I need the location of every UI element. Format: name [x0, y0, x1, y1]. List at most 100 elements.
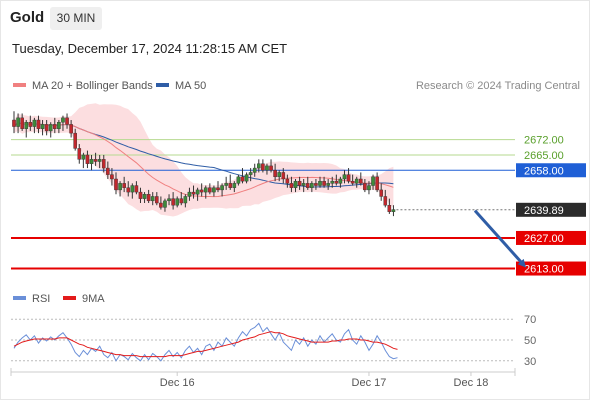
rsi-tick-label: 50 — [524, 335, 536, 347]
candle — [261, 159, 265, 173]
rsi-9ma-line — [13, 331, 398, 358]
pivot-label-box — [516, 163, 586, 178]
rsi-panel: 30 50 70 — [11, 314, 536, 368]
candle — [48, 122, 53, 138]
candle — [342, 170, 347, 184]
legend-9ma-swatch — [63, 296, 76, 301]
candle — [281, 168, 286, 184]
last-price-label: 2639.89 — [524, 205, 564, 217]
candle — [285, 174, 290, 188]
support-label-box — [516, 261, 586, 276]
candle — [391, 205, 396, 217]
candle — [330, 176, 335, 188]
candle — [379, 183, 384, 201]
rsi-tick-label: 70 — [524, 314, 536, 326]
candle — [265, 163, 269, 175]
support-label: 2613.00 — [524, 264, 564, 276]
candle — [73, 128, 77, 151]
candle — [297, 176, 302, 190]
candle — [36, 115, 41, 134]
candle — [159, 196, 163, 210]
x-tick: Dec 18 — [454, 372, 489, 389]
candle — [216, 181, 220, 193]
candle — [126, 181, 131, 197]
x-tick-label: Dec 18 — [454, 377, 489, 389]
timeframe-button[interactable]: 30 MIN — [50, 7, 102, 30]
candle — [354, 176, 359, 188]
candle — [61, 115, 65, 131]
candle — [252, 163, 257, 177]
last-price-label-box — [516, 202, 586, 217]
candle — [305, 176, 310, 190]
candle — [24, 120, 29, 138]
rsi-gridline-30: 30 — [11, 356, 536, 368]
candle — [301, 178, 306, 193]
candle — [195, 187, 200, 201]
chart-datetime: Tuesday, December 17, 2024 11:28:15 AM C… — [12, 41, 288, 56]
pivot-label: 2658.00 — [524, 165, 564, 177]
candle — [375, 172, 379, 193]
legend-ma50-label: MA 50 — [175, 80, 207, 92]
candle — [53, 117, 57, 134]
candle — [114, 172, 118, 195]
candle — [175, 196, 180, 208]
candle — [12, 111, 16, 134]
candle — [163, 198, 167, 212]
level-2613.00: 2613.00 — [11, 261, 586, 276]
candle — [32, 117, 37, 134]
candle — [367, 181, 371, 195]
candle — [363, 178, 367, 193]
candle — [269, 159, 273, 173]
candle — [273, 163, 277, 182]
candle — [118, 181, 122, 197]
candle — [28, 115, 33, 131]
candle — [191, 185, 196, 199]
bollinger-bands — [14, 103, 394, 217]
candle — [212, 185, 216, 197]
candle — [240, 168, 245, 184]
candle — [236, 174, 241, 186]
rsi-tick-label: 30 — [524, 356, 536, 368]
candle — [77, 144, 82, 164]
candle — [122, 176, 126, 193]
candle — [81, 152, 86, 169]
candlesticks — [12, 111, 396, 217]
legend-ma20-swatch — [13, 83, 26, 88]
resistance-label: 2665.00 — [524, 150, 564, 162]
candle — [248, 168, 253, 182]
candle — [134, 181, 139, 195]
candle — [359, 172, 363, 186]
rsi-gridline-50: 50 — [11, 335, 536, 347]
support-label-box — [516, 230, 586, 245]
candle — [220, 183, 224, 197]
candle — [101, 154, 106, 173]
candle — [89, 154, 94, 171]
candle — [387, 198, 392, 214]
candle — [257, 159, 261, 173]
candle — [326, 178, 330, 190]
candle — [318, 176, 322, 188]
moving-averages — [13, 121, 394, 198]
candle — [383, 189, 388, 208]
candle — [371, 174, 375, 190]
legend-ma20-label: MA 20 + Bollinger Bands — [32, 80, 153, 92]
x-tick: Dec 16 — [160, 372, 195, 389]
forecast-arrow-line — [473, 209, 527, 268]
x-tick-label: Dec 17 — [352, 377, 387, 389]
ma20-line — [13, 121, 394, 198]
candle — [85, 150, 90, 169]
legend-rsi-swatch — [13, 296, 26, 301]
candle — [146, 189, 151, 204]
candle — [277, 170, 282, 182]
candle — [183, 194, 188, 208]
candle — [154, 192, 159, 206]
time-axis: Dec 16 Dec 17 Dec 18 — [10, 368, 516, 389]
legend-ma50: MA 50 — [156, 80, 206, 92]
candle — [138, 187, 143, 204]
candle — [187, 187, 192, 201]
candle — [346, 168, 351, 184]
candle — [142, 192, 147, 204]
candle — [93, 152, 98, 166]
candle — [65, 113, 69, 129]
